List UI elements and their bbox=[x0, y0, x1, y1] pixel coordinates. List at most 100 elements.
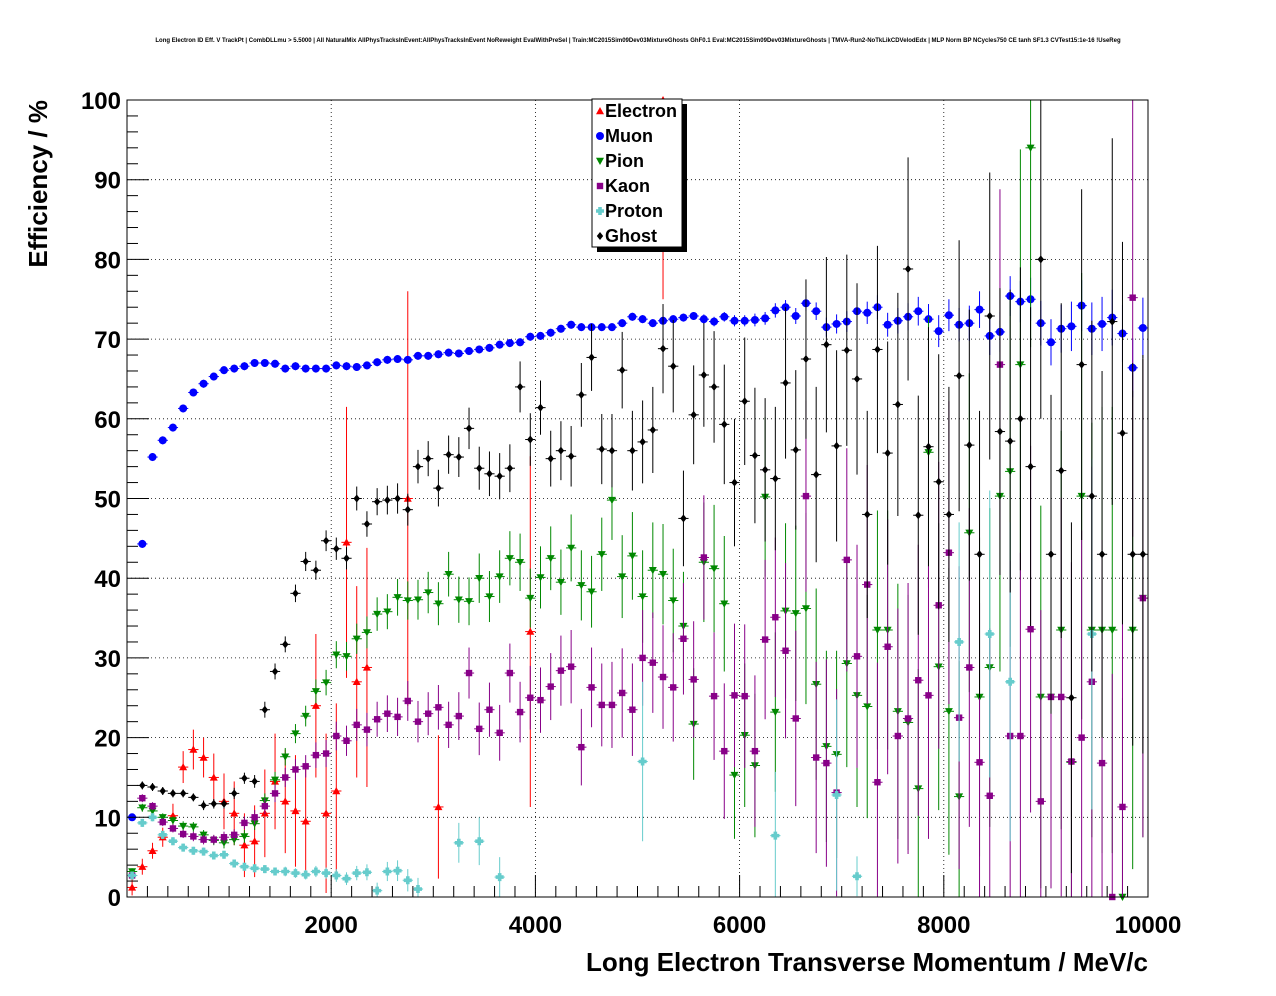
ghost-point bbox=[986, 311, 993, 320]
ghost-point bbox=[220, 799, 228, 808]
proton-point bbox=[352, 869, 361, 878]
pion-point bbox=[863, 703, 872, 711]
legend-marker-electron bbox=[596, 107, 604, 115]
pion-point bbox=[1108, 626, 1117, 635]
muon-point bbox=[761, 314, 770, 323]
ghost-point bbox=[496, 472, 503, 481]
pion-point bbox=[189, 823, 198, 831]
muon-point bbox=[444, 348, 453, 357]
electron-point bbox=[281, 797, 290, 805]
muon-point bbox=[597, 323, 606, 332]
kaon-point bbox=[404, 697, 411, 705]
ghost-point bbox=[312, 566, 320, 575]
ghost-point bbox=[966, 441, 973, 450]
pion-point bbox=[577, 582, 586, 590]
kaon-point bbox=[578, 743, 585, 751]
muon-point bbox=[720, 312, 729, 321]
proton-point bbox=[362, 868, 371, 877]
y-axis-label: Efficiency / % bbox=[23, 100, 53, 268]
ghost-point bbox=[190, 793, 197, 802]
ghost-point bbox=[486, 469, 493, 478]
muon-point bbox=[383, 355, 392, 364]
kaon-point bbox=[231, 831, 238, 839]
ghost-point bbox=[445, 450, 452, 459]
ghost-point bbox=[516, 382, 524, 391]
kaon-point bbox=[1119, 803, 1126, 811]
proton-point bbox=[955, 637, 964, 646]
muon-point bbox=[648, 319, 657, 328]
kaon-point bbox=[976, 759, 983, 766]
pion-point bbox=[495, 573, 504, 581]
proton-point bbox=[199, 847, 208, 856]
ghost-point bbox=[322, 536, 330, 545]
muon-point bbox=[260, 359, 269, 368]
y-tick-label: 0 bbox=[108, 885, 121, 912]
muon-point bbox=[168, 423, 177, 432]
kaon-point bbox=[516, 708, 524, 716]
kaon-point bbox=[772, 614, 779, 621]
ghost-point bbox=[578, 390, 585, 399]
legend-label-electron: Electron bbox=[605, 101, 677, 121]
kaon-point bbox=[710, 692, 718, 700]
ghost-point bbox=[210, 799, 217, 808]
kaon-point bbox=[853, 653, 861, 660]
electron-point bbox=[434, 802, 443, 811]
tick-labels: 2000 4000 6000 8000 10000 0 10 20 30 40 50 60 70 80 90… bbox=[81, 88, 1181, 939]
pion-point bbox=[546, 555, 555, 563]
pion-point bbox=[158, 814, 167, 822]
kaon-point bbox=[1027, 626, 1034, 633]
muon-point bbox=[301, 364, 310, 373]
muon-point bbox=[219, 366, 228, 375]
ghost-point bbox=[1129, 550, 1136, 559]
muon-point bbox=[934, 327, 943, 336]
kaon-point bbox=[884, 643, 891, 650]
proton-point bbox=[209, 851, 218, 860]
y-tick-label: 100 bbox=[81, 88, 121, 115]
muon-point bbox=[179, 404, 188, 413]
electron-point bbox=[250, 837, 259, 845]
y-tick-label: 80 bbox=[94, 247, 121, 274]
muon-point bbox=[1047, 338, 1056, 347]
proton-point bbox=[832, 790, 841, 799]
ghost-point bbox=[1017, 414, 1024, 423]
y-tick-label: 40 bbox=[94, 566, 121, 593]
muon-point bbox=[546, 328, 555, 337]
proton-point bbox=[393, 866, 402, 875]
pion-point bbox=[322, 679, 331, 687]
y-tick-label: 60 bbox=[94, 407, 121, 434]
proton-point bbox=[403, 876, 412, 885]
ghost-point bbox=[874, 345, 881, 354]
pion-point bbox=[567, 544, 576, 552]
pion-point bbox=[587, 588, 596, 596]
proton-point bbox=[454, 838, 463, 847]
ghost-point bbox=[282, 640, 289, 649]
kaon-point bbox=[384, 710, 391, 717]
kaon-point bbox=[894, 732, 902, 740]
ghost-point bbox=[976, 550, 983, 559]
pion-point bbox=[710, 565, 719, 573]
ghost-point bbox=[598, 445, 605, 454]
ghost-point bbox=[424, 454, 432, 463]
proton-point bbox=[311, 867, 320, 876]
electron-point bbox=[332, 786, 341, 795]
kaon-point bbox=[700, 554, 708, 561]
pion-point bbox=[648, 567, 657, 575]
electron-point bbox=[128, 883, 137, 891]
pion-point bbox=[791, 610, 800, 618]
legend-label-kaon: Kaon bbox=[605, 176, 650, 196]
ghost-point bbox=[384, 496, 391, 505]
ghost-point bbox=[1047, 550, 1055, 559]
muon-point bbox=[352, 362, 361, 371]
muon-point bbox=[250, 359, 259, 368]
legend-label-ghost: Ghost bbox=[605, 226, 657, 246]
kaon-point bbox=[925, 692, 932, 699]
kaon-point bbox=[322, 750, 330, 757]
ghost-point bbox=[812, 470, 820, 479]
ghost-point bbox=[373, 497, 381, 506]
pion-point bbox=[1026, 144, 1035, 152]
ghost-point bbox=[200, 801, 207, 810]
proton-point bbox=[168, 837, 177, 846]
pion-point bbox=[485, 593, 494, 601]
muon-point bbox=[485, 343, 494, 352]
kaon-point bbox=[792, 715, 799, 722]
